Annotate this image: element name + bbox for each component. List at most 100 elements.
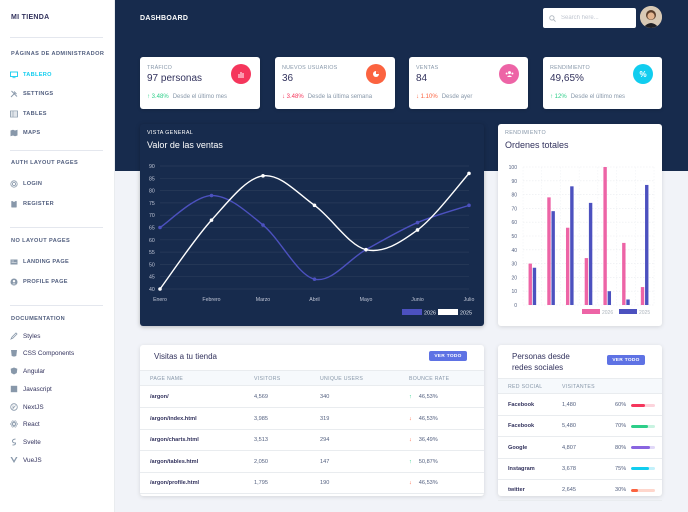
search-input[interactable] xyxy=(561,15,631,21)
doc-item-svelte[interactable]: Svelte xyxy=(10,436,41,448)
doc-item-label: React xyxy=(23,420,40,428)
doc-item-label: Javascript xyxy=(23,385,52,393)
visits-table-card: Visitas a tu tienda VER TODO PAGE NAME V… xyxy=(140,345,484,496)
y-tick-label: 100 xyxy=(509,165,518,171)
legend-swatch xyxy=(402,309,422,315)
sidebar-item-register[interactable]: REGISTER xyxy=(10,198,54,210)
table-row: Facebook 5,480 70% xyxy=(498,416,662,438)
x-tick-label: Enero xyxy=(153,297,167,303)
stat-card-ventas: VENTAS 84 ↓ 1.10% Desde ayer xyxy=(409,57,528,109)
map-icon xyxy=(10,129,18,137)
cell-social-name: Google xyxy=(508,444,528,451)
sidebar-item-tablero[interactable]: TABLERO xyxy=(10,69,52,81)
doc-item-nextjs[interactable]: NextJS xyxy=(10,401,44,413)
y-tick-label: 40 xyxy=(511,248,517,254)
bar-2026 xyxy=(528,263,532,305)
y-tick-label: 75 xyxy=(149,201,155,207)
arrow-up-icon: ↑ xyxy=(550,94,553,100)
x-tick-label: Junio xyxy=(411,297,424,303)
cell-visitors: 5,480 xyxy=(562,423,576,430)
table-row: /argon/tables.html 2,050 147 ↑ 50,87% xyxy=(140,452,484,473)
cell-visitors: 4,569 xyxy=(254,394,268,400)
monitor-icon xyxy=(10,71,18,79)
doc-item-label: NextJS xyxy=(23,403,44,411)
bounce-value: 46,53% xyxy=(418,480,438,486)
stat-footer: ↑ 12% Desde el último mes xyxy=(550,94,625,100)
progress-bar xyxy=(631,467,655,471)
section-title-auth: AUTH LAYOUT PAGES xyxy=(11,160,79,166)
sidebar-item-tables[interactable]: TABLES xyxy=(10,108,47,120)
js-icon xyxy=(10,385,18,393)
doc-item-javascript[interactable]: Javascript xyxy=(10,383,52,395)
column-header: VISITORS xyxy=(254,376,281,382)
search-icon xyxy=(549,9,556,27)
y-tick-label: 80 xyxy=(511,193,517,199)
doc-item-vuejs[interactable]: VueJS xyxy=(10,454,42,466)
arrow-down-icon: ↓ xyxy=(409,415,412,422)
cell-visitors: 3,678 xyxy=(562,465,576,472)
progress-fill xyxy=(631,467,649,471)
sidebar-item-label: PROFILE PAGE xyxy=(23,279,68,285)
cell-percent: 70% xyxy=(615,423,655,429)
newspaper-icon xyxy=(10,258,18,266)
page-title[interactable]: DASHBOARD xyxy=(140,15,189,22)
brand-title[interactable]: MI TIENDA xyxy=(11,14,50,21)
avatar[interactable] xyxy=(640,6,662,28)
legend-label: 2025 xyxy=(639,310,650,316)
y-tick-label: 70 xyxy=(511,206,517,212)
cell-bounce-rate: ↑ 50,87% xyxy=(409,459,438,465)
bar-2026 xyxy=(584,258,589,305)
sidebar-divider xyxy=(10,227,103,228)
sidebar-item-maps[interactable]: MAPS xyxy=(10,127,40,139)
stat-footer: ↑ 3.48% Desde el último mes xyxy=(147,94,227,100)
bar-2025 xyxy=(626,299,630,305)
ver-todo-button[interactable]: VER TODO xyxy=(607,355,645,365)
stat-label: TRÁFICO xyxy=(147,65,173,71)
paint-icon xyxy=(10,332,18,340)
y-tick-label: 50 xyxy=(511,234,517,240)
data-point xyxy=(415,220,420,225)
doc-item-angular[interactable]: Angular xyxy=(10,365,45,377)
bar-2026 xyxy=(622,242,626,305)
ver-todo-button[interactable]: VER TODO xyxy=(429,351,467,361)
react-icon xyxy=(10,420,18,428)
card-overline: VISTA GENERAL xyxy=(147,130,194,136)
progress-bar xyxy=(631,446,655,450)
x-tick-label: Abril xyxy=(309,297,319,303)
stat-footer: ↓ 1.10% Desde ayer xyxy=(416,94,472,100)
doc-item-css-components[interactable]: CSS Components xyxy=(10,347,74,359)
doc-item-label: VueJS xyxy=(23,456,42,464)
y-tick-label: 65 xyxy=(149,226,155,232)
doc-item-react[interactable]: React xyxy=(10,418,40,430)
sidebar-item-profile-page[interactable]: PROFILE PAGE xyxy=(10,276,68,288)
progress-bar xyxy=(631,403,655,407)
table-row: Facebook 1,480 60% xyxy=(498,395,662,416)
stat-label: RENDIMIENTO xyxy=(550,65,590,71)
arrow-down-icon: ↓ xyxy=(416,94,419,100)
y-tick-label: 85 xyxy=(149,176,155,182)
bar-2025 xyxy=(588,202,593,305)
orders-bar-chart: 0 10 20 30 40 50 60 70 80 90 100 2026 2025 xyxy=(509,165,655,316)
doc-item-label: CSS Components xyxy=(23,349,75,357)
sidebar-divider xyxy=(10,150,103,151)
progress-fill xyxy=(631,424,648,428)
cell-unique-users: 340 xyxy=(320,394,330,400)
bar-2026 xyxy=(603,167,607,305)
cell-visitors: 2,050 xyxy=(254,458,268,465)
sidebar-item-settings[interactable]: SETTINGS xyxy=(10,88,53,100)
sidebar-item-login[interactable]: LOGIN xyxy=(10,178,42,190)
user-circle-icon xyxy=(10,278,18,286)
cell-unique-users: 319 xyxy=(320,415,330,422)
stat-card-trafico: TRÁFICO 97 personas ↑ 3.48% Desde el últ… xyxy=(140,57,260,109)
x-tick-label: Mayo xyxy=(360,297,373,303)
doc-item-styles[interactable]: Styles xyxy=(10,330,40,342)
bounce-value: 46,53% xyxy=(418,415,438,422)
cell-bounce-rate: ↓ 36,49% xyxy=(409,437,438,443)
legend-label: 2025 xyxy=(460,311,472,317)
sidebar-item-landing-page[interactable]: LANDING PAGE xyxy=(10,256,69,268)
search-box[interactable] xyxy=(543,8,636,28)
cell-visitors: 1,480 xyxy=(562,402,576,408)
cell-visitors: 1,795 xyxy=(254,480,268,486)
sidebar-divider xyxy=(10,305,103,306)
cell-page-name: /argon/tables.html xyxy=(150,458,199,465)
